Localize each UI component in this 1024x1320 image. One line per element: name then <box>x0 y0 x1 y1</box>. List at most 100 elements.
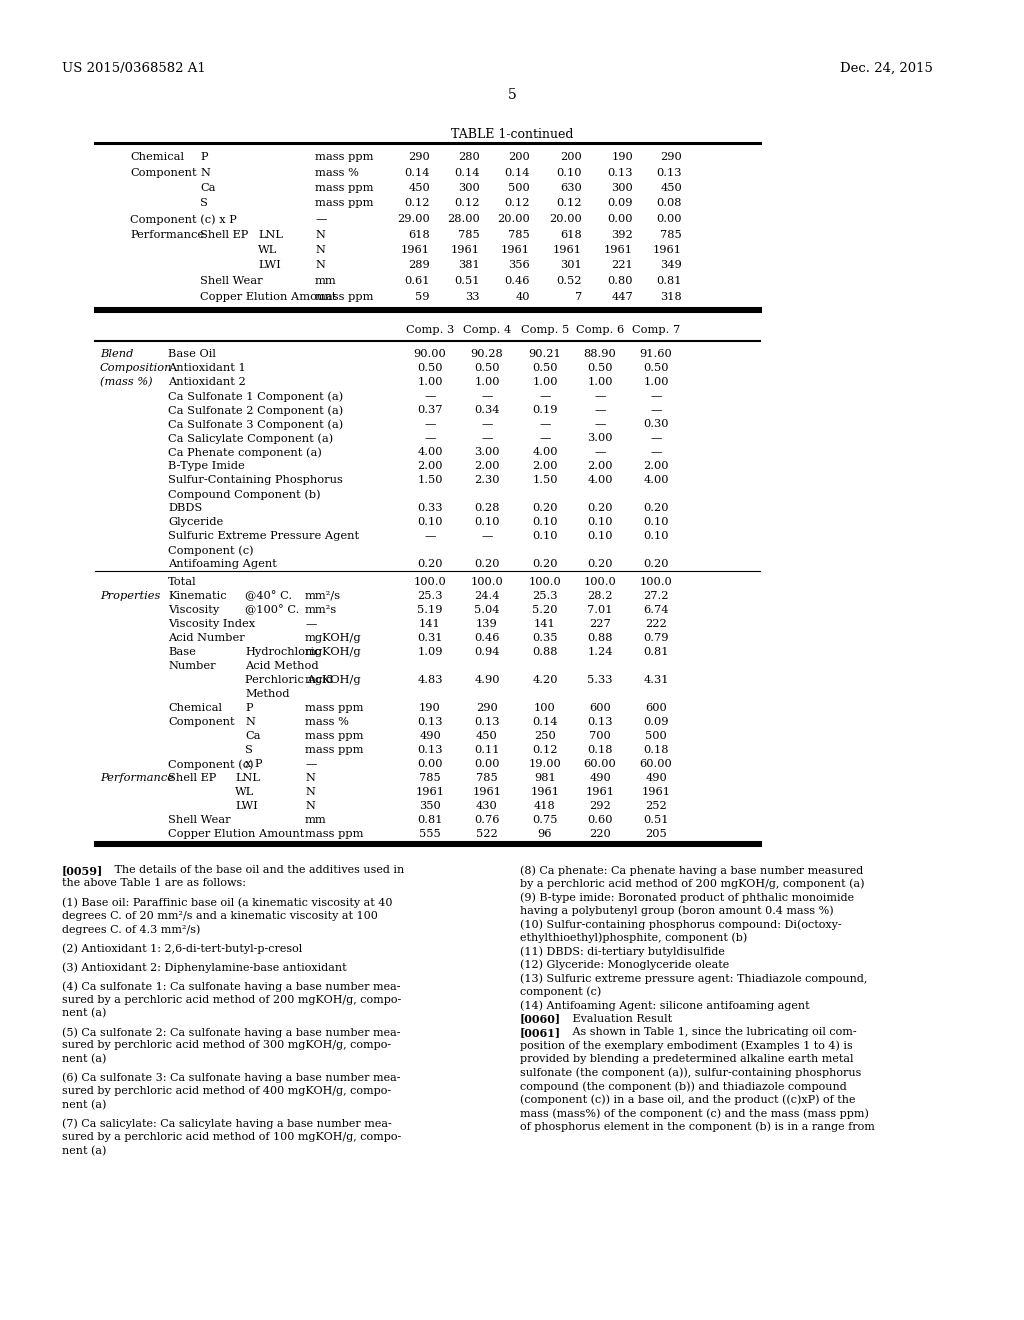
Text: 200: 200 <box>560 152 582 162</box>
Text: position of the exemplary embodiment (Examples 1 to 4) is: position of the exemplary embodiment (Ex… <box>520 1040 853 1051</box>
Text: by a perchloric acid method of 200 mgKOH/g, component (a): by a perchloric acid method of 200 mgKOH… <box>520 879 864 890</box>
Text: [0060]: [0060] <box>520 1014 561 1024</box>
Text: mm²/s: mm²/s <box>305 591 341 601</box>
Text: 500: 500 <box>645 731 667 741</box>
Text: sured by a perchloric acid method of 100 mgKOH/g, compo-: sured by a perchloric acid method of 100… <box>62 1133 401 1142</box>
Text: (8) Ca phenate: Ca phenate having a base number measured: (8) Ca phenate: Ca phenate having a base… <box>520 865 863 875</box>
Text: (1) Base oil: Paraffinic base oil (a kinematic viscosity at 40: (1) Base oil: Paraffinic base oil (a kin… <box>62 898 392 908</box>
Text: mass ppm: mass ppm <box>315 183 374 193</box>
Text: (14) Antifoaming Agent: silicone antifoaming agent: (14) Antifoaming Agent: silicone antifoa… <box>520 1001 810 1011</box>
Text: nent (a): nent (a) <box>62 1008 106 1019</box>
Text: 100.0: 100.0 <box>640 577 673 587</box>
Text: 0.20: 0.20 <box>417 558 442 569</box>
Text: —: — <box>594 418 605 429</box>
Text: 0.10: 0.10 <box>417 517 442 527</box>
Text: 0.46: 0.46 <box>474 634 500 643</box>
Text: 100.0: 100.0 <box>471 577 504 587</box>
Text: Chemical: Chemical <box>130 152 184 162</box>
Text: mass ppm: mass ppm <box>315 152 374 162</box>
Text: 1961: 1961 <box>641 787 671 797</box>
Text: mass ppm: mass ppm <box>315 292 374 301</box>
Text: 1961: 1961 <box>416 787 444 797</box>
Text: Kinematic: Kinematic <box>168 591 226 601</box>
Text: Total: Total <box>168 577 197 587</box>
Text: 0.08: 0.08 <box>656 198 682 209</box>
Text: 0.30: 0.30 <box>643 418 669 429</box>
Text: sured by a perchloric acid method of 200 mgKOH/g, compo-: sured by a perchloric acid method of 200… <box>62 994 401 1005</box>
Text: 0.50: 0.50 <box>417 363 442 374</box>
Text: 0.10: 0.10 <box>643 517 669 527</box>
Text: Method: Method <box>245 689 290 700</box>
Text: 0.19: 0.19 <box>532 405 558 414</box>
Text: 0.20: 0.20 <box>643 558 669 569</box>
Text: 0.12: 0.12 <box>556 198 582 209</box>
Text: 600: 600 <box>589 704 611 713</box>
Text: 4.00: 4.00 <box>417 447 442 457</box>
Text: 90.00: 90.00 <box>414 348 446 359</box>
Text: —: — <box>305 619 316 630</box>
Text: mm: mm <box>315 276 337 286</box>
Text: 1961: 1961 <box>401 246 430 255</box>
Text: sured by perchloric acid method of 400 mgKOH/g, compo-: sured by perchloric acid method of 400 m… <box>62 1086 391 1097</box>
Text: (2) Antioxidant 1: 2,6-di-tert-butyl-p-cresol: (2) Antioxidant 1: 2,6-di-tert-butyl-p-c… <box>62 944 302 954</box>
Text: 0.10: 0.10 <box>532 531 558 541</box>
Text: 0.76: 0.76 <box>474 814 500 825</box>
Text: 6.74: 6.74 <box>643 605 669 615</box>
Text: 2.00: 2.00 <box>532 461 558 471</box>
Text: 1961: 1961 <box>530 787 559 797</box>
Text: 490: 490 <box>645 774 667 783</box>
Text: 0.60: 0.60 <box>587 814 612 825</box>
Text: 60.00: 60.00 <box>640 759 673 770</box>
Text: 1.00: 1.00 <box>643 378 669 387</box>
Text: Hydrochloric: Hydrochloric <box>245 647 321 657</box>
Text: 0.50: 0.50 <box>587 363 612 374</box>
Text: 3.00: 3.00 <box>474 447 500 457</box>
Text: Glyceride: Glyceride <box>168 517 223 527</box>
Text: Comp. 6: Comp. 6 <box>575 325 624 335</box>
Text: Base Oil: Base Oil <box>168 348 216 359</box>
Text: 0.28: 0.28 <box>474 503 500 513</box>
Text: 618: 618 <box>409 230 430 239</box>
Text: 0.13: 0.13 <box>417 717 442 727</box>
Text: Viscosity: Viscosity <box>168 605 219 615</box>
Text: 280: 280 <box>459 152 480 162</box>
Text: 0.10: 0.10 <box>556 168 582 177</box>
Text: compound (the component (b)) and thiadiazole compound: compound (the component (b)) and thiadia… <box>520 1081 847 1092</box>
Text: 205: 205 <box>645 829 667 840</box>
Text: 450: 450 <box>476 731 498 741</box>
Text: 100.0: 100.0 <box>528 577 561 587</box>
Text: 290: 290 <box>409 152 430 162</box>
Text: @40° C.: @40° C. <box>245 591 292 602</box>
Text: 0.11: 0.11 <box>474 744 500 755</box>
Text: 450: 450 <box>660 183 682 193</box>
Text: N: N <box>305 787 314 797</box>
Text: 0.80: 0.80 <box>607 276 633 286</box>
Text: 1961: 1961 <box>653 246 682 255</box>
Text: degrees C. of 20 mm²/s and a kinematic viscosity at 100: degrees C. of 20 mm²/s and a kinematic v… <box>62 911 378 921</box>
Text: 1961: 1961 <box>586 787 614 797</box>
Text: 700: 700 <box>589 731 611 741</box>
Text: 190: 190 <box>611 152 633 162</box>
Text: —: — <box>594 447 605 457</box>
Text: 0.34: 0.34 <box>474 405 500 414</box>
Text: 91.60: 91.60 <box>640 348 673 359</box>
Text: 0.20: 0.20 <box>532 503 558 513</box>
Text: mm: mm <box>305 814 327 825</box>
Text: 0.13: 0.13 <box>656 168 682 177</box>
Text: Compound Component (b): Compound Component (b) <box>168 488 321 499</box>
Text: 1.50: 1.50 <box>417 475 442 484</box>
Text: 1961: 1961 <box>451 246 480 255</box>
Text: having a polybutenyl group (boron amount 0.4 mass %): having a polybutenyl group (boron amount… <box>520 906 834 916</box>
Text: Ca: Ca <box>245 731 260 741</box>
Text: —: — <box>481 433 493 444</box>
Text: 2.00: 2.00 <box>643 461 669 471</box>
Text: Performance: Performance <box>100 774 174 783</box>
Text: —: — <box>650 391 662 401</box>
Text: 522: 522 <box>476 829 498 840</box>
Text: 90.28: 90.28 <box>471 348 504 359</box>
Text: 139: 139 <box>476 619 498 630</box>
Text: 289: 289 <box>409 260 430 271</box>
Text: 0.81: 0.81 <box>656 276 682 286</box>
Text: Perchloric Acid: Perchloric Acid <box>245 675 333 685</box>
Text: 0.10: 0.10 <box>587 517 612 527</box>
